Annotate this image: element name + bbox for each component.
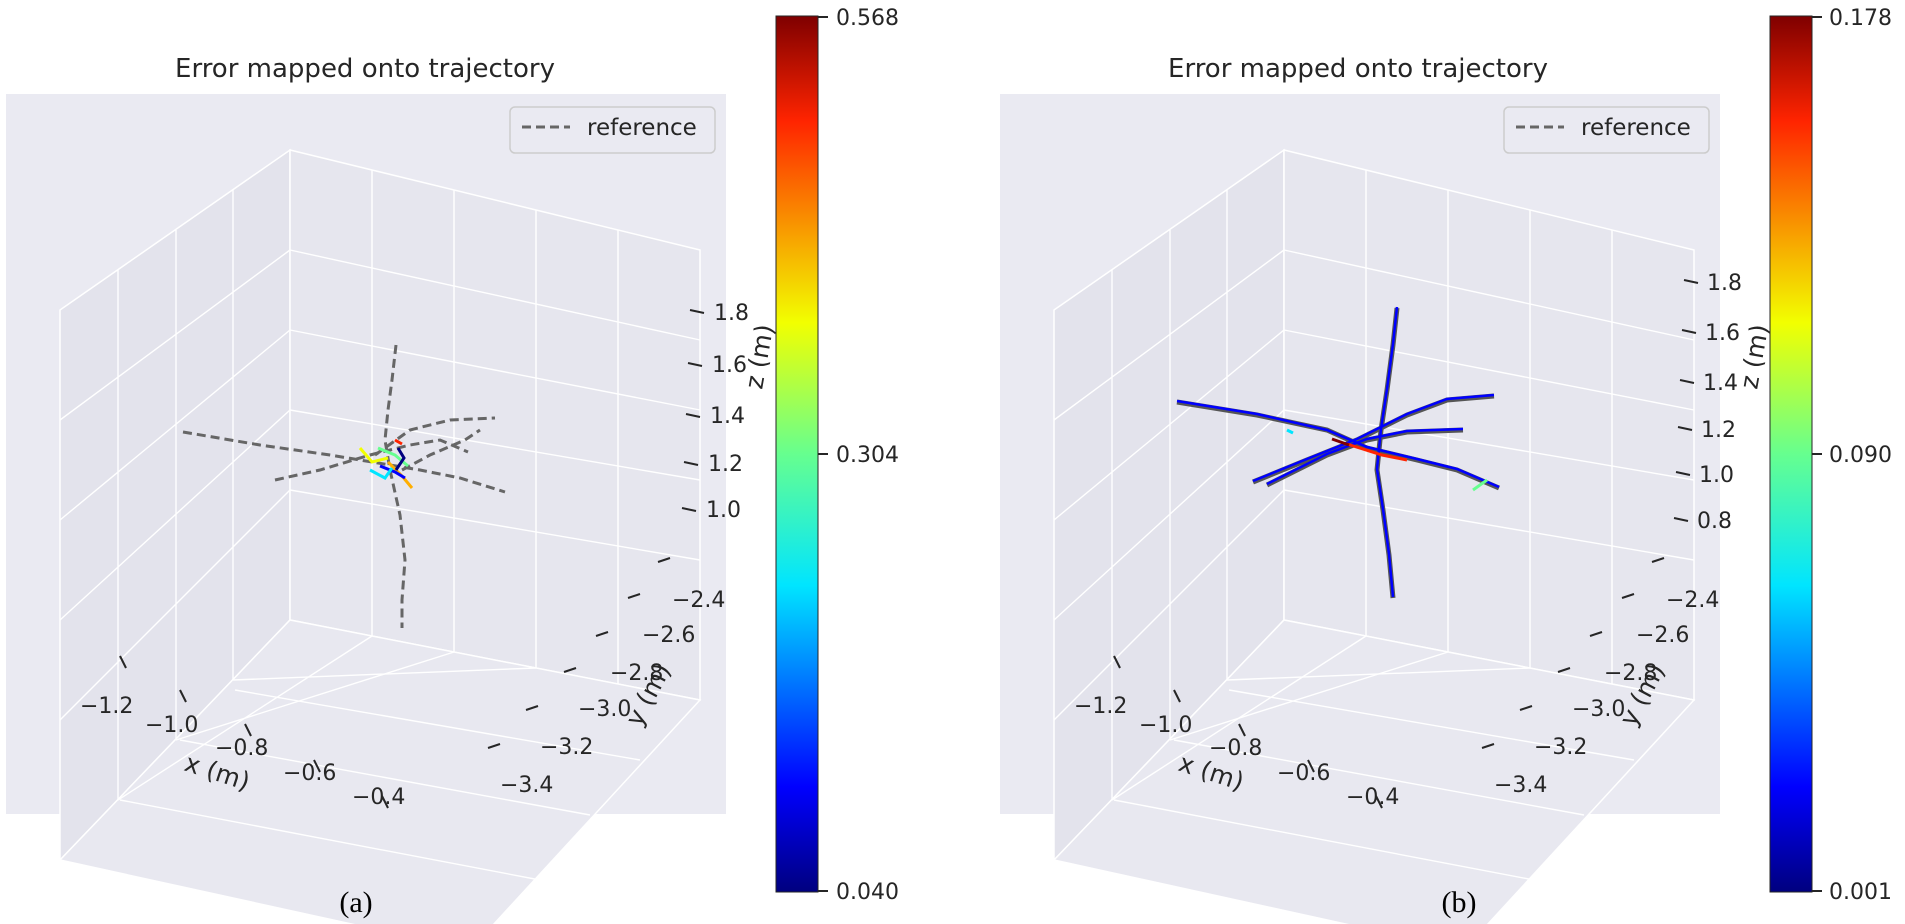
x-tick: −0.6 <box>1277 761 1330 786</box>
estimate-trajectory-b <box>1176 306 1500 598</box>
estimate-trajectory-a <box>358 438 414 489</box>
z-tick: 1.8 <box>714 301 749 326</box>
y-tick: −2.6 <box>1636 623 1689 648</box>
z-tick: 1.8 <box>1707 271 1742 296</box>
z-tick: 1.6 <box>712 353 747 378</box>
x-tick: −0.4 <box>1346 785 1399 810</box>
x-tick: −0.6 <box>283 761 336 786</box>
x-tick: −1.2 <box>80 694 133 719</box>
colorbar-tick-min: 0.001 <box>1829 880 1892 905</box>
colorbar-a: 0.568 0.304 0.040 <box>775 6 899 905</box>
z-tick: 1.2 <box>1701 418 1736 443</box>
chart-a-svg: Error mapped onto trajectory reference 1… <box>6 6 899 924</box>
y-tick: −3.0 <box>1572 697 1625 722</box>
y-tick: −3.4 <box>1494 773 1547 798</box>
z-axis-label-a: z (m) <box>739 322 779 391</box>
z-tick: 1.0 <box>1699 463 1734 488</box>
y-tick: −3.4 <box>500 773 553 798</box>
chart-title-a: Error mapped onto trajectory <box>175 54 555 84</box>
chart-panel-a: Error mapped onto trajectory reference 1… <box>0 0 952 924</box>
chart-title-b: Error mapped onto trajectory <box>1168 54 1548 84</box>
colorbar-tick-mid: 0.304 <box>836 443 899 468</box>
colorbar-tick-min: 0.040 <box>836 880 899 905</box>
y-tick: −2.8 <box>610 661 663 686</box>
z-tick: 1.4 <box>710 404 745 429</box>
y-tick: −2.8 <box>1604 661 1657 686</box>
z-tick: 1.6 <box>1705 321 1740 346</box>
x-tick: −0.8 <box>215 736 268 761</box>
chart-panel-b: Error mapped onto trajectory reference 1… <box>997 0 1905 924</box>
colorbar-b: 0.178 0.090 0.001 <box>1769 6 1892 905</box>
x-tick: −0.4 <box>352 785 405 810</box>
panel-label-a: (a) <box>339 886 372 919</box>
y-tick: −3.0 <box>578 697 631 722</box>
x-tick: −0.8 <box>1209 736 1262 761</box>
z-tick: 1.4 <box>1703 371 1738 396</box>
y-tick: −3.2 <box>540 735 593 760</box>
y-tick: −2.6 <box>642 623 695 648</box>
x-axis-ticks-b: −1.2 −1.0 −0.8 −0.6 −0.4 x (m) <box>1074 655 1399 810</box>
legend-b: reference <box>1503 106 1710 154</box>
gridlines-a <box>59 170 701 881</box>
z-tick: 1.0 <box>706 498 741 523</box>
z-axis-ticks-b: 1.8 1.6 1.4 1.2 1.0 0.8 z (m) <box>1673 271 1774 534</box>
z-tick: 1.2 <box>708 452 743 477</box>
gridlines-b <box>1053 170 1695 881</box>
y-tick: −2.4 <box>1666 588 1719 613</box>
z-axis-label-b: z (m) <box>1734 322 1774 391</box>
colorbar-tick-max: 0.568 <box>836 6 899 31</box>
legend-entry-reference-b: reference <box>1581 115 1691 141</box>
legend-a: reference <box>509 106 716 154</box>
chart-b-svg: Error mapped onto trajectory reference 1… <box>1000 6 1892 924</box>
legend-entry-reference-a: reference <box>587 115 697 141</box>
y-tick: −3.2 <box>1534 735 1587 760</box>
y-tick: −2.4 <box>672 588 725 613</box>
panel-label-b: (b) <box>1442 886 1477 919</box>
z-tick: 0.8 <box>1697 509 1732 534</box>
x-tick: −1.0 <box>145 713 198 738</box>
colorbar-tick-mid: 0.090 <box>1829 443 1892 468</box>
colorbar-tick-max: 0.178 <box>1829 6 1892 31</box>
x-tick: −1.0 <box>1139 713 1192 738</box>
x-tick: −1.2 <box>1074 694 1127 719</box>
